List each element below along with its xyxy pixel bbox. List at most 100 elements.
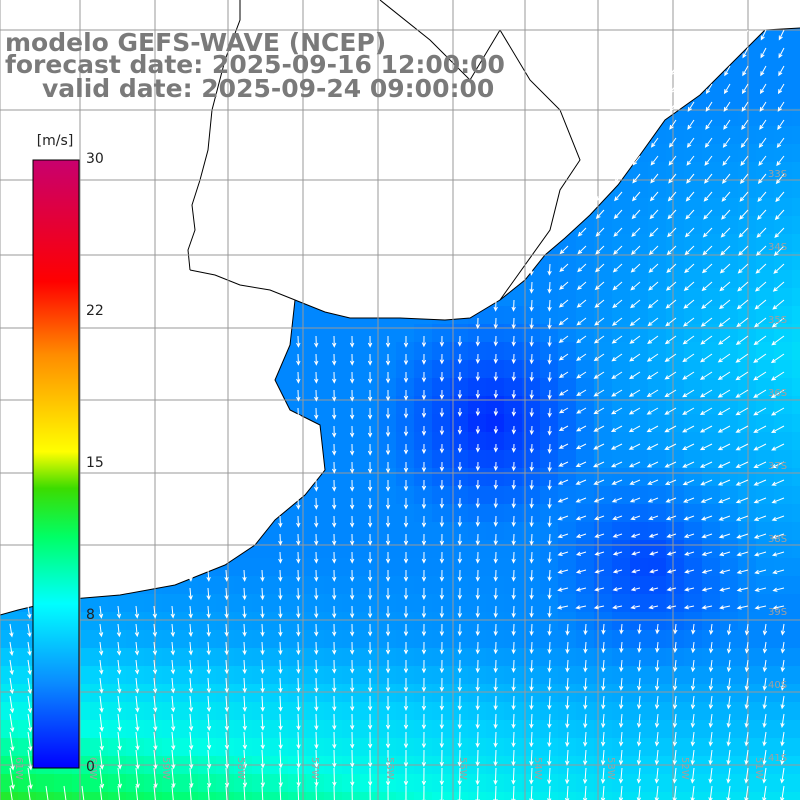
wind-arrow [153, 731, 158, 751]
wind-arrow [99, 785, 103, 800]
wind-arrow [701, 533, 713, 539]
wind-arrow [684, 245, 695, 256]
wind-arrow [314, 371, 319, 384]
wind-arrow [385, 731, 391, 749]
wind-arrow [475, 551, 480, 564]
wind-arrow [744, 713, 749, 728]
field-cell [684, 270, 703, 289]
field-cell [198, 612, 217, 631]
field-cell [774, 684, 793, 703]
field-cell [558, 324, 577, 343]
wind-arrow [332, 497, 337, 510]
wind-arrow [314, 533, 319, 546]
field-cell [522, 396, 541, 415]
field-cell [342, 630, 361, 649]
wind-arrow [511, 389, 516, 400]
wind-arrow [753, 443, 767, 451]
wind-arrow [439, 623, 445, 637]
wind-arrow [762, 731, 767, 747]
wind-arrow [260, 641, 265, 656]
wind-arrow [116, 605, 122, 619]
wind-arrow [753, 515, 767, 522]
field-cell [324, 702, 343, 721]
wind-arrow [511, 425, 517, 435]
wind-arrow [493, 569, 498, 582]
field-cell [558, 414, 577, 433]
wind-arrow [665, 497, 677, 503]
field-cell [126, 774, 145, 793]
field-cell [270, 702, 289, 721]
wind-arrow [439, 659, 445, 674]
wind-arrow [9, 623, 14, 638]
field-cell [702, 612, 721, 631]
wind-arrow [650, 137, 659, 148]
wind-arrow [742, 65, 749, 77]
field-cell [720, 432, 739, 451]
field-cell [612, 252, 631, 271]
field-cell [522, 306, 541, 325]
wind-arrow [702, 245, 713, 256]
title-forecast-date: forecast date: 2025-09-16 12:00:00 [5, 50, 505, 79]
field-cell [702, 666, 721, 685]
wind-arrow [134, 623, 140, 638]
wind-arrow [582, 749, 588, 766]
field-cell [486, 504, 505, 523]
wind-arrow [736, 605, 749, 610]
wind-arrow [666, 605, 677, 610]
field-cell [432, 558, 451, 577]
colorbar-unit: [m/s] [36, 133, 74, 149]
field-cell [162, 630, 181, 649]
field-cell [468, 324, 487, 343]
field-cell [378, 342, 397, 361]
wind-arrow [762, 749, 767, 766]
wind-arrow [439, 461, 445, 472]
field-cell [684, 522, 703, 541]
field-cell [432, 324, 451, 343]
wind-arrow [648, 587, 659, 592]
wind-arrow [664, 353, 677, 362]
field-cell [594, 576, 613, 595]
field-cell [684, 576, 703, 595]
wind-arrow [314, 335, 319, 348]
wind-arrow [350, 677, 355, 693]
field-cell [0, 648, 19, 667]
wind-arrow [332, 533, 337, 546]
wind-arrow [547, 677, 552, 692]
field-cell [324, 738, 343, 757]
field-cell [648, 702, 667, 721]
field-cell [684, 306, 703, 325]
wind-arrow [614, 191, 623, 202]
field-cell [774, 54, 793, 73]
wind-arrow [690, 785, 695, 800]
field-cell [792, 738, 800, 757]
field-cell [684, 108, 703, 127]
wind-arrow [735, 371, 749, 381]
field-cell [774, 702, 793, 721]
field-cell [180, 594, 199, 613]
wind-arrow [547, 641, 552, 655]
field-cell [720, 792, 739, 800]
wind-arrow [610, 425, 623, 432]
field-cell [378, 792, 397, 800]
wind-arrow [760, 47, 767, 59]
wind-arrow [582, 767, 588, 785]
field-cell [360, 396, 379, 415]
field-cell [774, 126, 793, 145]
wind-arrow [296, 641, 301, 656]
wind-arrow [630, 281, 641, 291]
field-cell [288, 666, 307, 685]
field-cell [774, 738, 793, 757]
field-cell [162, 612, 181, 631]
wind-arrow [718, 299, 731, 310]
wind-arrow [314, 605, 319, 619]
field-cell [774, 234, 793, 253]
field-cell [414, 648, 433, 667]
field-cell [594, 648, 613, 667]
wind-arrow [668, 155, 677, 166]
wind-arrow [421, 623, 427, 637]
wind-arrow [135, 785, 138, 800]
field-cell [576, 414, 595, 433]
field-cell [684, 774, 703, 793]
field-cell [666, 612, 685, 631]
wind-arrow [439, 713, 445, 730]
